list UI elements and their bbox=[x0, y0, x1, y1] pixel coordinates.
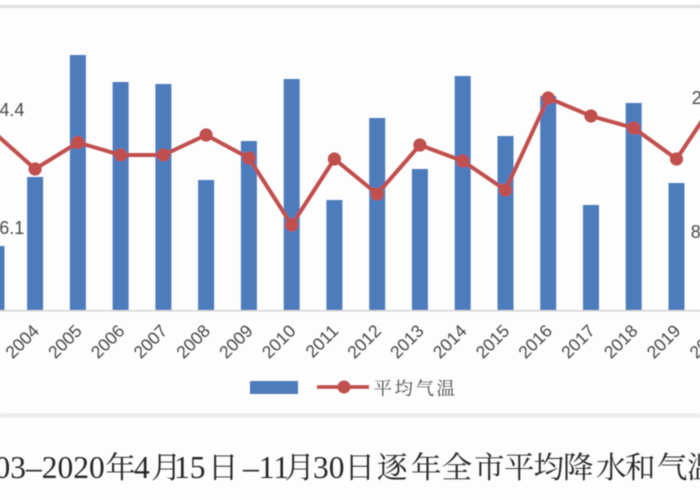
svg-text:30: 30 bbox=[313, 450, 345, 485]
svg-text:376.1: 376.1 bbox=[0, 218, 24, 238]
svg-text:21.6: 21.6 bbox=[692, 88, 700, 108]
svg-text:–11: –11 bbox=[242, 450, 289, 485]
svg-text:15: 15 bbox=[174, 450, 206, 485]
svg-text:856.3: 856.3 bbox=[691, 222, 700, 242]
svg-text:4: 4 bbox=[134, 450, 150, 485]
svg-text:14.4: 14.4 bbox=[0, 100, 24, 120]
